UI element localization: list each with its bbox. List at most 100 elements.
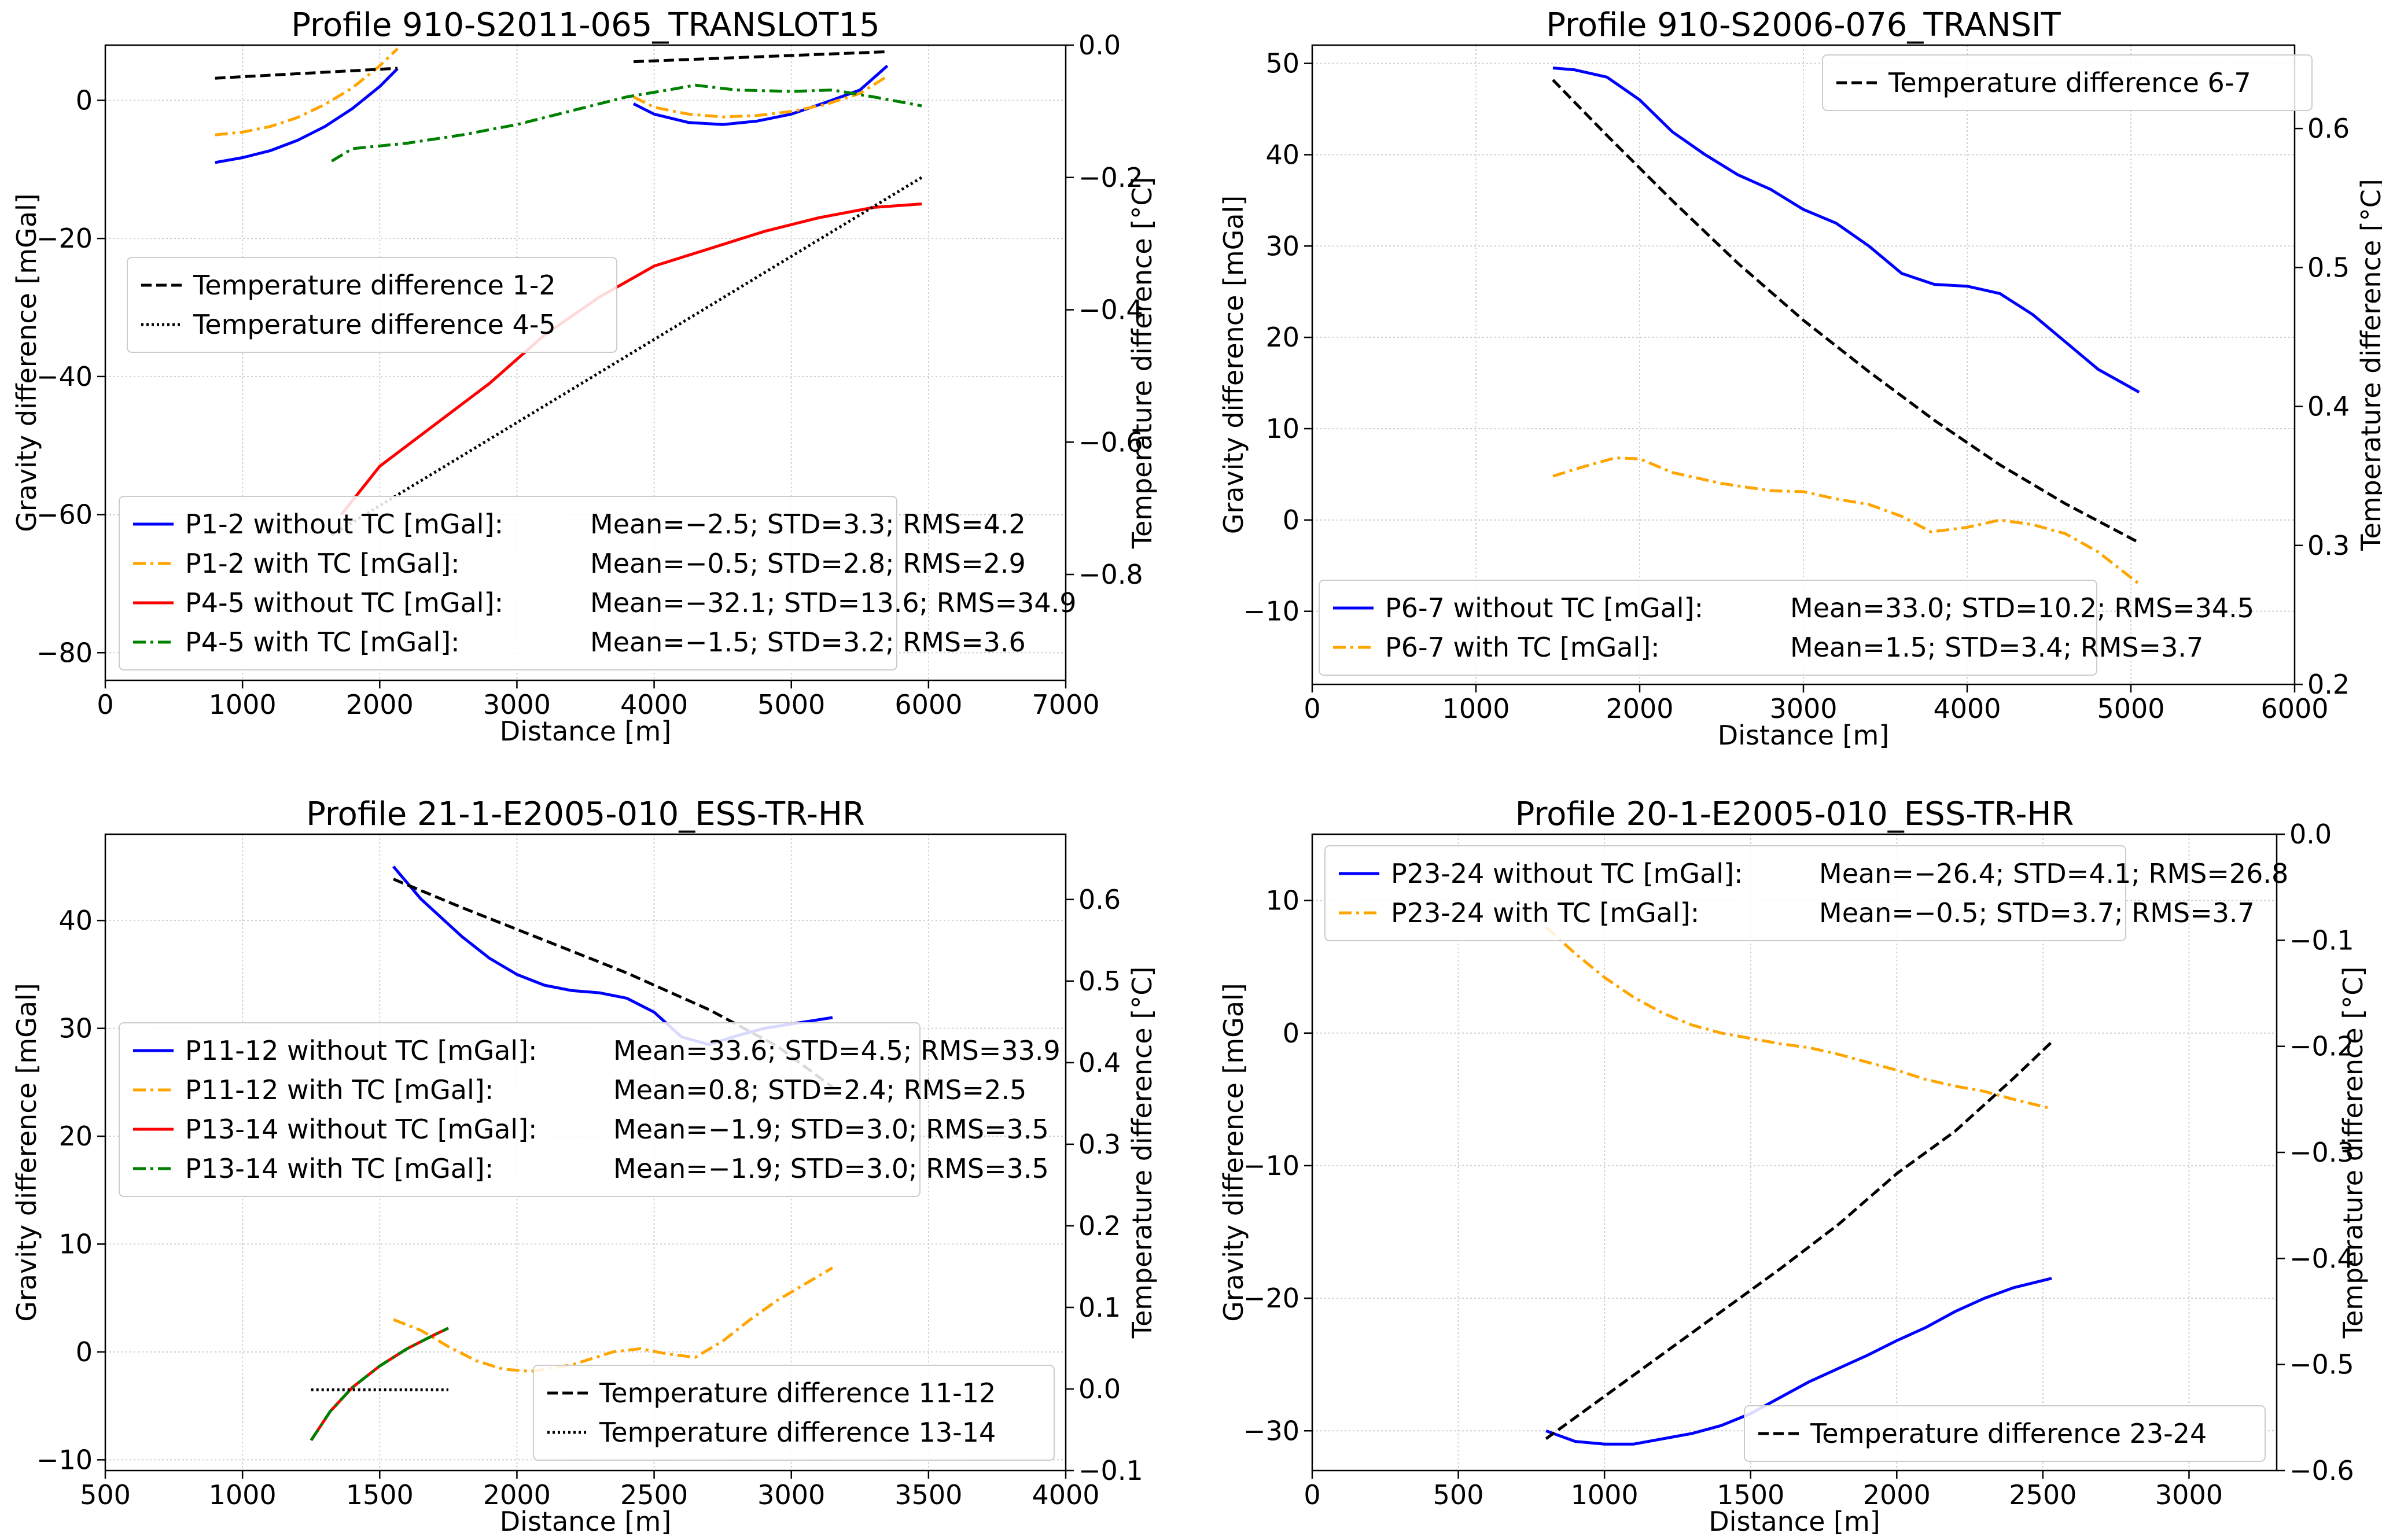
chart-title: Profile 910-S2006-076_TRANSIT	[1546, 6, 2061, 44]
y-tick-label: −30	[1243, 1415, 1299, 1446]
legend-main: P23-24 without TC [mGal]: Mean=−26.4; STD…	[1324, 845, 2288, 941]
legend-label: Temperature difference 11-12	[599, 1377, 996, 1409]
legend-box	[1822, 54, 2313, 111]
series-line-2	[1545, 926, 2052, 1110]
legend-box	[1324, 845, 2126, 941]
series-line-6	[331, 83, 922, 163]
series-line-1	[1552, 67, 2140, 394]
legend-box	[127, 257, 617, 353]
legend-main: P6-7 without TC [mGal]: Mean=33.0; STD=10…	[1319, 580, 2254, 676]
legend-label: P4-5 with TC [mGal]:	[185, 627, 460, 658]
legend-label: P4-5 without TC [mGal]:	[185, 587, 503, 618]
series-line-3	[1545, 1041, 2053, 1440]
y-tick-label: −10	[36, 1444, 93, 1475]
legend-label: P13-14 without TC [mGal]:	[185, 1114, 537, 1145]
x-tick-label: 1500	[1717, 1479, 1784, 1510]
x-tick-label: 2500	[620, 1479, 688, 1510]
legend-temperature: Temperature difference 6-7	[1822, 54, 2313, 111]
y2-tick-label: −0.3	[2289, 1137, 2354, 1168]
series-line-1	[1545, 1277, 2052, 1446]
y2-tick-label: 0.1	[1078, 1292, 1121, 1323]
legend-stats: Mean=1.5; STD=3.4; RMS=3.7	[1790, 632, 2203, 663]
y-tick-label: −40	[36, 361, 93, 392]
plot-frame	[104, 833, 1067, 1472]
y-tick-label: 30	[1265, 230, 1299, 261]
x-tick-label: 6000	[2260, 693, 2328, 724]
series-line-9	[331, 176, 923, 536]
legend-box	[119, 1022, 921, 1197]
series-line-5	[340, 202, 922, 516]
y2-tick-label: 0.5	[1078, 966, 1121, 997]
y-tick-label: 40	[1265, 139, 1299, 170]
legend-label: Temperature difference 6-7	[1888, 67, 2251, 98]
x-axis-label: Distance [m]	[500, 1506, 671, 1537]
legend-stats: Mean=−26.4; STD=4.1; RMS=26.8	[1819, 858, 2288, 889]
x-tick-label: 5000	[2097, 693, 2164, 724]
legend-main: P1-2 without TC [mGal]: Mean=−2.5; STD=3.…	[119, 496, 1077, 670]
legend-temperature: Temperature difference 1-2 Temperature di…	[127, 257, 617, 353]
y2-tick-label: −0.1	[1078, 1455, 1143, 1486]
x-axis-label: Distance [m]	[1718, 720, 1889, 751]
y2-tick-label: 0.3	[1078, 1129, 1121, 1160]
y2-tick-label: −0.4	[2289, 1243, 2354, 1274]
legend-stats: Mean=−1.5; STD=3.2; RMS=3.6	[590, 627, 1026, 658]
x-tick-label: 3000	[1769, 693, 1837, 724]
y2-tick-label: 0.0	[2289, 819, 2332, 850]
series-line-4	[310, 1327, 449, 1442]
y2-tick-label: 0.2	[1078, 1210, 1121, 1241]
x-tick-label: 3000	[483, 689, 551, 720]
legend-temperature: Temperature difference 11-12 Temperature …	[533, 1365, 1055, 1461]
series-line-2	[393, 1266, 834, 1373]
subplot-1: 0 1000 2000 3000 4000 5000 6000 7000 −80 −60 −40 −2…	[11, 6, 1158, 747]
y2-tick-label: 0.3	[2307, 530, 2350, 561]
legend-label: P13-14 with TC [mGal]:	[185, 1153, 494, 1184]
x-tick-label: 0	[1304, 693, 1320, 724]
legend-stats: Mean=−32.1; STD=13.6; RMS=34.9	[590, 587, 1077, 618]
y-axis-label: Gravity difference [mGal]	[11, 983, 42, 1322]
y2-tick-label: 0.6	[1078, 884, 1121, 915]
legend-temperature: Temperature difference 23-24	[1744, 1405, 2266, 1462]
y-tick-label: 10	[1265, 413, 1299, 444]
y2-tick-label: −0.1	[2289, 924, 2354, 956]
legend-label: P1-2 without TC [mGal]:	[185, 509, 503, 540]
y-tick-label: 50	[1265, 48, 1299, 79]
y-tick-label: −60	[36, 499, 93, 530]
x-tick-label: 3000	[757, 1479, 825, 1510]
y-axis-label: Gravity difference [mGal]	[11, 193, 42, 532]
x-tick-label: 3000	[2155, 1479, 2223, 1510]
legend-label: P1-2 with TC [mGal]:	[185, 548, 460, 579]
series-line-8	[633, 50, 888, 64]
y-tick-label: 10	[1265, 885, 1299, 916]
legend-label: Temperature difference 23-24	[1810, 1418, 2207, 1449]
legend-stats: Mean=−0.5; STD=3.7; RMS=3.7	[1819, 897, 2255, 929]
y2-tick-label: 0.0	[1078, 30, 1121, 61]
y2-tick-label: −0.6	[2289, 1455, 2354, 1486]
x-tick-label: 2000	[346, 689, 414, 720]
series-line-7	[215, 67, 398, 80]
y2-tick-label: 0.6	[2307, 113, 2350, 144]
y2-tick-label: −0.6	[1078, 426, 1143, 458]
legend-label: P23-24 without TC [mGal]:	[1391, 858, 1743, 889]
legend-label: P11-12 with TC [mGal]:	[185, 1074, 494, 1106]
chart-title: Profile 910-S2011-065_TRANSLOT15	[291, 6, 880, 44]
chart-title: Profile 21-1-E2005-010_ESS-TR-HR	[306, 795, 865, 833]
legend-stats: Mean=−1.9; STD=3.0; RMS=3.5	[613, 1153, 1049, 1184]
legend-label: P6-7 without TC [mGal]:	[1385, 592, 1703, 624]
legend-label: Temperature difference 4-5	[193, 309, 556, 340]
subplot-3: 500 1000 1500 2000 2500 3000 3500 4000 −10 0 10 20 3…	[11, 795, 1158, 1537]
plot-frame	[104, 44, 1067, 681]
y-tick-label: −20	[1243, 1283, 1299, 1314]
legend-stats: Mean=33.6; STD=4.5; RMS=33.9	[613, 1035, 1061, 1066]
x-tick-label: 500	[80, 1479, 131, 1510]
x-tick-label: 0	[97, 689, 113, 720]
series-line-3	[1552, 79, 2140, 544]
legend-box	[533, 1365, 1055, 1461]
x-tick-label: 7000	[1032, 689, 1099, 720]
x-tick-label: 2500	[2009, 1479, 2077, 1510]
y-tick-label: −10	[1243, 1150, 1299, 1181]
legend-stats: Mean=0.8; STD=2.4; RMS=2.5	[613, 1074, 1026, 1106]
legend-stats: Mean=−0.5; STD=2.8; RMS=2.9	[590, 548, 1026, 579]
x-tick-label: 6000	[894, 689, 962, 720]
x-tick-label: 2000	[1863, 1479, 1931, 1510]
